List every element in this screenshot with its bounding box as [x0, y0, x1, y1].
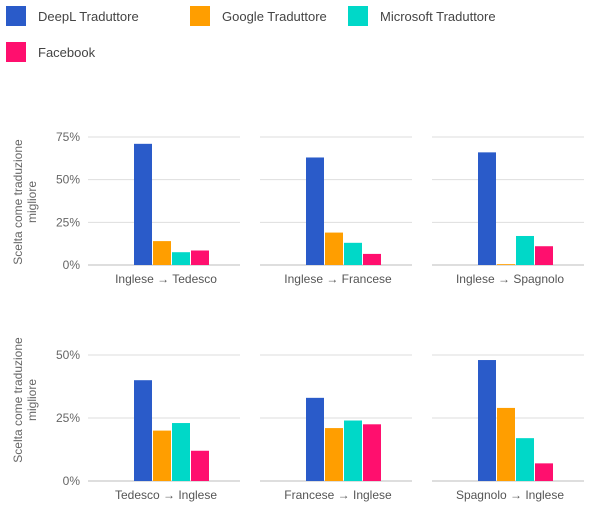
legend-swatch: [190, 6, 210, 26]
bar: [478, 152, 496, 265]
bar: [363, 253, 381, 265]
bar: [306, 157, 324, 265]
y-axis-title: Scelta come traduzionemigliore: [11, 337, 39, 463]
bar: [535, 246, 553, 265]
x-category-label: Inglese → Tedesco: [115, 272, 217, 286]
bar: [325, 232, 343, 265]
legend-swatch: [348, 6, 368, 26]
bar: [134, 380, 152, 481]
bar: [478, 360, 496, 481]
y-tick-label: 50%: [56, 348, 80, 362]
bar: [153, 241, 171, 265]
bar: [325, 428, 343, 481]
bar: [516, 438, 534, 481]
y-tick-label: 0%: [63, 258, 81, 272]
bar: [344, 420, 362, 481]
bar: [134, 143, 152, 265]
bar: [191, 450, 209, 481]
y-tick-label: 75%: [56, 130, 80, 144]
legend-label: Facebook: [38, 44, 96, 60]
bar: [535, 463, 553, 481]
legend-label: DeepL Traduttore: [38, 8, 139, 24]
y-tick-label: 50%: [56, 173, 80, 187]
legend-item: DeepL Traduttore: [6, 6, 139, 26]
y-axis-title-line: Scelta come traduzione: [11, 337, 25, 463]
legend-item: Google Traduttore: [190, 6, 327, 26]
y-tick-label: 0%: [63, 474, 81, 488]
legend-item: Facebook: [6, 42, 95, 62]
bar: [497, 407, 515, 481]
legend-swatch: [6, 6, 26, 26]
bar: [363, 424, 381, 481]
x-category-label: Francese → Inglese: [284, 488, 392, 502]
y-tick-label: 25%: [56, 411, 80, 425]
x-category-label: Tedesco → Inglese: [115, 488, 217, 502]
bar: [172, 252, 190, 265]
legend-label: Google Traduttore: [222, 8, 327, 24]
bar: [172, 423, 190, 481]
y-axis-title-line: Scelta come traduzione: [11, 139, 25, 265]
x-category-label: Inglese → Spagnolo: [456, 272, 564, 286]
bar: [153, 430, 171, 481]
legend-swatch: [6, 42, 26, 62]
y-axis-title-line: migliore: [25, 379, 39, 421]
x-category-label: Spagnolo → Inglese: [456, 488, 564, 502]
x-category-label: Inglese → Francese: [284, 272, 392, 286]
bar: [497, 264, 515, 265]
bar: [191, 250, 209, 265]
y-axis-title-line: migliore: [25, 181, 39, 223]
legend-item: Microsoft Traduttore: [348, 6, 496, 26]
y-tick-label: 25%: [56, 215, 80, 229]
y-axis-title: Scelta come traduzionemigliore: [11, 139, 39, 265]
bar: [516, 235, 534, 265]
bar: [344, 242, 362, 265]
legend-label: Microsoft Traduttore: [380, 8, 496, 24]
bar: [306, 397, 324, 481]
